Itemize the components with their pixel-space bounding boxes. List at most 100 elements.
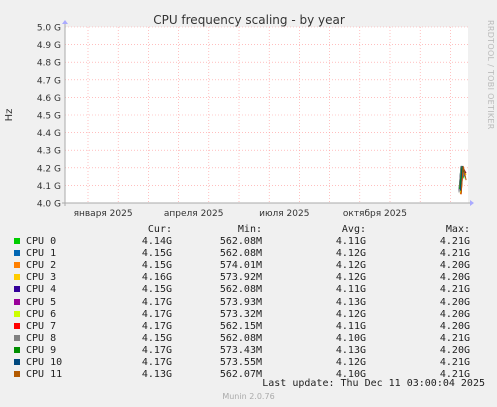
legend-max: 4.20G	[439, 260, 470, 272]
legend-swatch	[14, 262, 20, 269]
legend-avg: 4.12G	[335, 308, 366, 320]
legend-max: 4.21G	[439, 284, 470, 296]
legend-avg: 4.13G	[335, 344, 366, 356]
legend-swatch	[14, 346, 20, 353]
legend-cur: 4.13G	[141, 369, 172, 381]
legend-max: 4.20G	[439, 296, 470, 308]
legend-row: CPU 1 4.15G 562.08M 4.12G 4.21G	[0, 248, 497, 260]
legend-avg: 4.12G	[335, 357, 366, 368]
x-axis-arrow	[470, 200, 474, 206]
legend-series-name: CPU 5	[26, 296, 57, 308]
legend-min: 573.55M	[219, 357, 262, 368]
legend-min: 562.08M	[219, 236, 262, 247]
legend-cur: 4.15G	[141, 284, 172, 296]
legend-max: 4.20G	[439, 320, 470, 332]
last-update: Last update: Thu Dec 11 03:00:04 2025	[262, 378, 485, 389]
legend-avg: 4.12G	[335, 260, 366, 272]
legend-swatch	[14, 310, 20, 317]
y-tick-label: 4.0 G	[37, 200, 61, 210]
x-tick-label: октября 2025	[343, 209, 407, 219]
legend-cur: 4.15G	[141, 248, 172, 260]
legend-series-name: CPU 2	[26, 260, 57, 272]
legend-avg: 4.10G	[335, 332, 366, 344]
legend-series-name: CPU 6	[26, 308, 57, 320]
legend-min: 573.43M	[219, 344, 262, 356]
legend-cur: 4.17G	[141, 357, 172, 368]
chart-title: CPU frequency scaling - by year	[153, 13, 345, 27]
legend-max: 4.21G	[439, 332, 470, 344]
legend-avg: 4.12G	[335, 272, 366, 284]
legend-swatch	[14, 238, 20, 244]
legend-series-name: CPU 4	[26, 284, 57, 296]
legend-row: CPU 10 4.17G 573.55M 4.12G 4.21G	[0, 357, 497, 369]
footer-version: Munin 2.0.76	[222, 392, 275, 401]
legend-series-name: CPU 7	[26, 320, 57, 332]
legend-min: 573.93M	[219, 296, 262, 308]
legend-avg: 4.11G	[335, 236, 366, 247]
y-tick-label: 4.6 G	[37, 94, 61, 104]
legend-swatch	[14, 322, 20, 329]
legend-header: Cur: Min: Avg: Max:	[0, 224, 497, 236]
y-tick-label: 4.9 G	[37, 41, 61, 51]
legend-avg: 4.12G	[335, 248, 366, 260]
y-tick-label: 4.2 G	[37, 164, 61, 174]
legend-row: CPU 6 4.17G 573.32M 4.12G 4.20G	[0, 309, 497, 321]
legend-cur: 4.17G	[141, 320, 172, 332]
legend-row: CPU 0 4.14G 562.08M 4.11G 4.21G	[0, 236, 497, 248]
y-tick-label: 4.3 G	[37, 147, 61, 157]
y-tick-label: 4.7 G	[37, 76, 61, 86]
legend-row: CPU 3 4.16G 573.92M 4.12G 4.20G	[0, 272, 497, 284]
legend-min: 562.08M	[219, 284, 262, 296]
legend-row: CPU 4 4.15G 562.08M 4.11G 4.21G	[0, 284, 497, 296]
y-tick-label: 4.5 G	[37, 112, 61, 122]
legend-cur: 4.17G	[141, 308, 172, 320]
series-line-cpu-11	[460, 165, 467, 195]
legend-row: CPU 8 4.15G 562.08M 4.10G 4.21G	[0, 333, 497, 345]
legend-max: 4.20G	[439, 272, 470, 284]
legend-header-min: Min:	[237, 224, 262, 235]
legend-min: 562.07M	[219, 369, 262, 381]
legend-min: 574.01M	[219, 260, 262, 272]
legend-header-cur: Cur:	[147, 224, 172, 235]
legend-avg: 4.11G	[335, 320, 366, 332]
legend-min: 562.15M	[219, 320, 262, 332]
legend-max: 4.21G	[439, 248, 470, 260]
legend-min: 562.08M	[219, 332, 262, 344]
legend-row: CPU 9 4.17G 573.43M 4.13G 4.20G	[0, 345, 497, 357]
legend-cur: 4.15G	[141, 332, 172, 344]
legend-cur: 4.14G	[141, 236, 172, 247]
legend-swatch	[14, 371, 20, 378]
legend-swatch	[14, 359, 20, 365]
x-tick-label: июля 2025	[259, 209, 309, 219]
legend-row: CPU 7 4.17G 562.15M 4.11G 4.20G	[0, 321, 497, 333]
series-line-cpu-9	[459, 166, 466, 189]
legend-row: CPU 2 4.15G 574.01M 4.12G 4.20G	[0, 260, 497, 272]
horizontal-grid	[65, 26, 468, 186]
legend-row: CPU 11 4.13G 562.07M 4.10G 4.21G	[0, 369, 497, 381]
legend-header-avg: Avg:	[341, 224, 366, 235]
y-axis-arrow	[62, 20, 68, 24]
legend-max: 4.21G	[439, 236, 470, 247]
legend-cur: 4.17G	[141, 296, 172, 308]
legend-cur: 4.15G	[141, 260, 172, 272]
legend-series-name: CPU 8	[26, 332, 57, 344]
legend-avg: 4.13G	[335, 296, 366, 308]
legend-swatch	[14, 274, 20, 281]
legend-max: 4.20G	[439, 344, 470, 356]
legend-min: 573.92M	[219, 272, 262, 284]
y-tick-label: 4.4 G	[37, 129, 61, 139]
legend-max: 4.21G	[439, 357, 470, 368]
x-tick-label: апреля 2025	[164, 209, 224, 219]
legend-series-name: CPU 0	[26, 236, 57, 247]
legend-avg: 4.11G	[335, 284, 366, 296]
legend-swatch	[14, 298, 20, 305]
chart: CPU frequency scaling - by year Hz 4.0 G…	[4, 13, 474, 219]
legend-series-name: CPU 3	[26, 272, 57, 284]
legend-series-name: CPU 9	[26, 344, 57, 356]
legend-header-max: Max:	[445, 224, 470, 235]
legend-max: 4.21G	[439, 369, 470, 381]
x-tick-label: января 2025	[74, 209, 133, 219]
legend-series-name: CPU 1	[26, 248, 57, 260]
legend-avg: 4.10G	[335, 369, 366, 381]
legend-max: 4.20G	[439, 308, 470, 320]
